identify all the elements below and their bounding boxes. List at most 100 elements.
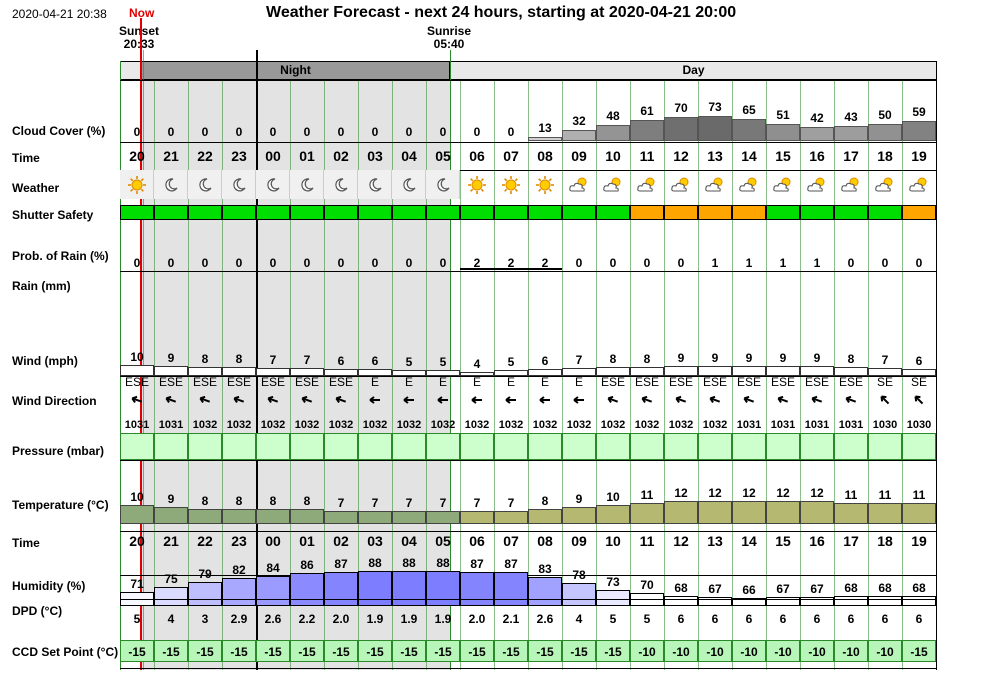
wind-bar [800, 366, 834, 376]
humidity-value: 67 [810, 582, 824, 596]
row-separator [120, 271, 936, 272]
dpd-value: 6 [779, 612, 787, 626]
moon-icon [154, 170, 188, 199]
wind-direction-text: E [404, 375, 413, 389]
wind-value: 8 [847, 352, 855, 366]
humidity-baseline [120, 599, 936, 600]
ccd-set-point-cell: -10 [664, 640, 698, 662]
ccd-set-point-cell: -15 [120, 640, 154, 662]
ccd-set-point-cell: -10 [800, 640, 834, 662]
pressure-value: 1032 [226, 419, 252, 431]
wind-arrow-icon [596, 392, 630, 408]
wind-direction-text: ESE [226, 375, 251, 389]
humidity-bar [154, 587, 188, 606]
cloud-cover-value: 61 [640, 104, 654, 118]
cloud-cover-bar [868, 124, 902, 141]
humidity-bar [460, 572, 494, 606]
dpd-value: 6 [711, 612, 719, 626]
dpd-value: 4 [575, 612, 583, 626]
wind-value: 5 [405, 355, 413, 369]
time-cell: 00 [265, 148, 281, 164]
wind-bar [698, 366, 732, 376]
temperature-value: 9 [167, 492, 175, 506]
ccd-set-point-cell: -15 [528, 640, 562, 662]
time-cell: 09 [571, 148, 587, 164]
temperature-bar [256, 509, 290, 524]
row-separator [120, 142, 936, 143]
temperature-bar [460, 511, 494, 524]
time-cell: 09 [571, 533, 587, 549]
time-cell: 18 [877, 148, 893, 164]
ccd-set-point-cell: -10 [834, 640, 868, 662]
moon-icon [256, 170, 290, 199]
pressure-value: 1031 [736, 419, 762, 431]
pressure-cell [766, 433, 800, 460]
wind-value: 8 [609, 352, 617, 366]
wind-bar [256, 368, 290, 376]
temperature-bar [188, 509, 222, 524]
wind-arrow-icon [222, 392, 256, 408]
temperature-value: 9 [575, 492, 583, 506]
cloud-cover-bar [562, 130, 596, 141]
wind-direction-text: E [438, 375, 447, 389]
humidity-bar [222, 578, 256, 606]
shutter-safety-cell [154, 205, 188, 220]
night-header-label: Night [280, 63, 311, 77]
cloud-cover-value: 43 [844, 110, 858, 124]
pressure-value: 1032 [600, 419, 626, 431]
pressure-value: 1032 [396, 419, 422, 431]
cloud-cover-bar [528, 137, 562, 141]
time-cell: 14 [741, 533, 757, 549]
label-time-2: Time [12, 536, 40, 550]
page-title: Weather Forecast - next 24 hours, starti… [266, 4, 737, 21]
wind-direction-text: ESE [328, 375, 353, 389]
pressure-cell [868, 433, 902, 460]
wind-value: 7 [881, 353, 889, 367]
shutter-safety-cell [664, 205, 698, 220]
sunrise-label: Sunrise 05:40 [416, 25, 482, 51]
time-cell: 06 [469, 148, 485, 164]
sun-icon [494, 170, 528, 199]
time-cell: 00 [265, 533, 281, 549]
time-cell: 23 [231, 148, 247, 164]
time-cell: 17 [843, 533, 859, 549]
shutter-safety-cell [256, 205, 290, 220]
time-cell: 05 [435, 533, 451, 549]
sunrise-time: 05:40 [433, 37, 465, 51]
wind-bar [392, 370, 426, 376]
humidity-bar [358, 571, 392, 606]
wind-arrow-icon [290, 392, 324, 408]
wind-arrow-icon [834, 392, 868, 408]
wind-bar [664, 366, 698, 376]
time-cell: 10 [605, 533, 621, 549]
cloud-cover-value: 0 [371, 125, 379, 139]
wind-direction-text: ESE [124, 375, 149, 389]
pressure-cell [698, 433, 732, 460]
cloud-cover-value: 13 [538, 121, 552, 135]
time-cell: 06 [469, 533, 485, 549]
dpd-value: 6 [745, 612, 753, 626]
wind-bar [460, 372, 494, 376]
moon-icon [188, 170, 222, 199]
wind-direction-text: ESE [736, 375, 761, 389]
dpd-value: 5 [643, 612, 651, 626]
wind-direction-text: SE [910, 375, 927, 389]
ccd-set-point-cell: -15 [460, 640, 494, 662]
ccd-set-point-cell: -15 [290, 640, 324, 662]
prob-rain-value: 0 [575, 256, 583, 270]
humidity-value: 87 [504, 557, 518, 571]
wind-bar [732, 366, 766, 376]
grid-right-border [936, 61, 937, 670]
humidity-value: 67 [708, 582, 722, 596]
humidity-value: 68 [844, 581, 858, 595]
sun-icon [460, 170, 494, 199]
wind-direction-text: ESE [260, 375, 285, 389]
time-cell: 05 [435, 148, 451, 164]
dpd-value: 2.6 [264, 612, 282, 626]
humidity-bar [766, 597, 800, 606]
dpd-value: 2.2 [298, 612, 316, 626]
prob-rain-value: 1 [745, 256, 753, 270]
wind-direction-text: ESE [634, 375, 659, 389]
humidity-bar [188, 582, 222, 606]
label-dpd: DPD (°C) [12, 604, 63, 618]
